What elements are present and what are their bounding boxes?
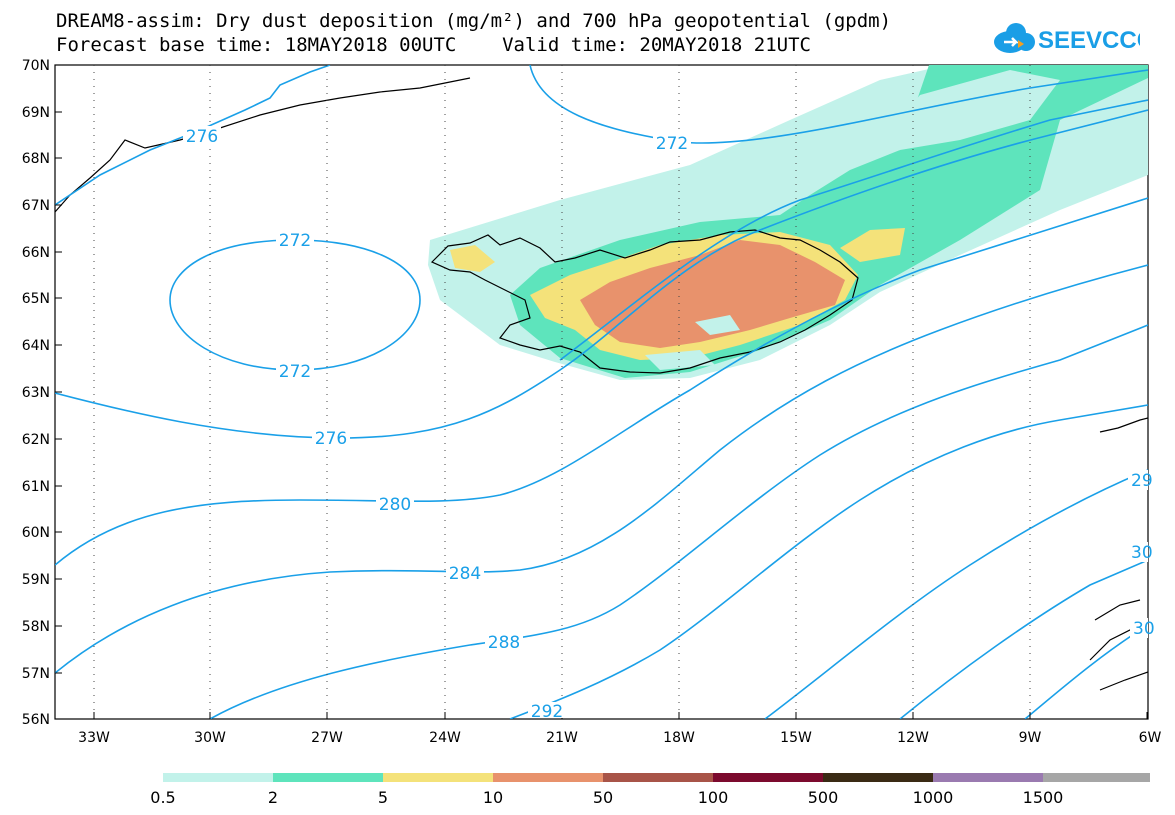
cloud-icon [994, 23, 1035, 53]
iceland-coast [430, 229, 859, 374]
colorbar-label: 0.5 [150, 788, 175, 807]
contour-30a [899, 559, 1148, 719]
lat-label: 64N [22, 338, 50, 354]
longitude-labels: 33W 30W 27W 24W 21W 18W 15W 12W 9W 6W [78, 730, 1161, 746]
faroe-norway-coast [1089, 417, 1148, 691]
lat-label: 67N [22, 198, 50, 214]
contour-label: 29 [1131, 471, 1153, 491]
dust-level-10 [580, 240, 845, 348]
colorbar-swatch [933, 773, 1043, 782]
lat-label: 59N [22, 572, 50, 588]
lat-label: 68N [22, 151, 50, 167]
colorbar-label: 1500 [1023, 788, 1064, 807]
dust-deposition-field [428, 65, 1148, 380]
lat-label: 63N [22, 385, 50, 401]
lat-label: 57N [22, 666, 50, 682]
lon-label: 21W [546, 730, 578, 746]
contour-label: 272 [279, 231, 311, 251]
map-title: DREAM8-assim: Dry dust deposition (mg/m²… [56, 10, 892, 32]
lat-label: 70N [22, 58, 50, 74]
map-subtitle-times: Forecast base time: 18MAY2018 00UTC Vali… [56, 34, 811, 56]
seevccc-logo: SEEVCCC [994, 23, 1140, 54]
lat-label: 58N [22, 619, 50, 635]
contour-label: 30 [1133, 619, 1155, 639]
colorbar-swatch [713, 773, 823, 782]
dust-plume-inner-gap [795, 70, 1060, 165]
colorbar-swatch [273, 773, 383, 782]
lat-label: 66N [22, 245, 50, 261]
lat-label: 65N [22, 291, 50, 307]
lat-label: 69N [22, 105, 50, 121]
contour-label: 272 [279, 362, 311, 382]
colorbar-swatch [603, 773, 713, 782]
colorbar-label: 5 [378, 788, 388, 807]
colorbar-swatch [823, 773, 933, 782]
contour-label: 276 [186, 127, 218, 147]
colorbar-label: 2 [268, 788, 278, 807]
geopotential-contours [55, 65, 1148, 719]
contour-272-plume [559, 99, 1148, 361]
contour-label: 276 [315, 429, 347, 449]
lon-label: 30W [194, 730, 226, 746]
colorbar-swatch [1043, 773, 1150, 782]
contour-276-north [55, 65, 331, 206]
lat-label: 60N [22, 525, 50, 541]
dust-light-pocket [695, 315, 740, 335]
contour-272-top [529, 65, 1148, 144]
lon-label: 12W [897, 730, 929, 746]
lon-label: 24W [429, 730, 461, 746]
contour-label: 272 [656, 134, 688, 154]
contour-label: 30 [1131, 543, 1153, 563]
contour-29x [764, 469, 1148, 719]
lon-label: 18W [663, 730, 695, 746]
colorbar-swatch [163, 773, 273, 782]
colorbar-label: 10 [483, 788, 503, 807]
colorbar-label: 1000 [913, 788, 954, 807]
contour-288 [209, 324, 1148, 719]
contour-280 [55, 197, 1148, 566]
contour-label: 284 [449, 564, 481, 584]
colorbar-label: 50 [593, 788, 613, 807]
lon-label: 15W [780, 730, 812, 746]
lon-label: 6W [1139, 730, 1162, 746]
lon-label: 27W [311, 730, 343, 746]
contour-276-mid [55, 109, 1148, 439]
lon-label: 9W [1019, 730, 1042, 746]
colorbar-swatch [383, 773, 493, 782]
contour-labels: 276 272 272 272 276 280 284 288 292 29 3… [183, 126, 1155, 722]
logo-text: SEEVCCC [1038, 27, 1140, 54]
contour-label: 288 [488, 633, 520, 653]
colorbar-label: 100 [698, 788, 729, 807]
lat-label: 62N [22, 432, 50, 448]
lat-label: 61N [22, 479, 50, 495]
latitude-labels: 70N 69N 68N 67N 66N 65N 64N 63N 62N 61N … [22, 58, 50, 728]
colorbar: 0.5 2 5 10 50 100 500 1000 1500 [150, 773, 1150, 807]
lon-label: 33W [78, 730, 110, 746]
colorbar-label: 500 [808, 788, 839, 807]
contour-label: 280 [379, 495, 411, 515]
colorbar-swatch [493, 773, 603, 782]
lat-label: 56N [22, 712, 50, 728]
contour-292 [509, 404, 1148, 719]
contour-label: 292 [531, 702, 563, 722]
contour-284 [55, 264, 1148, 674]
axis-ticks [55, 64, 1148, 720]
